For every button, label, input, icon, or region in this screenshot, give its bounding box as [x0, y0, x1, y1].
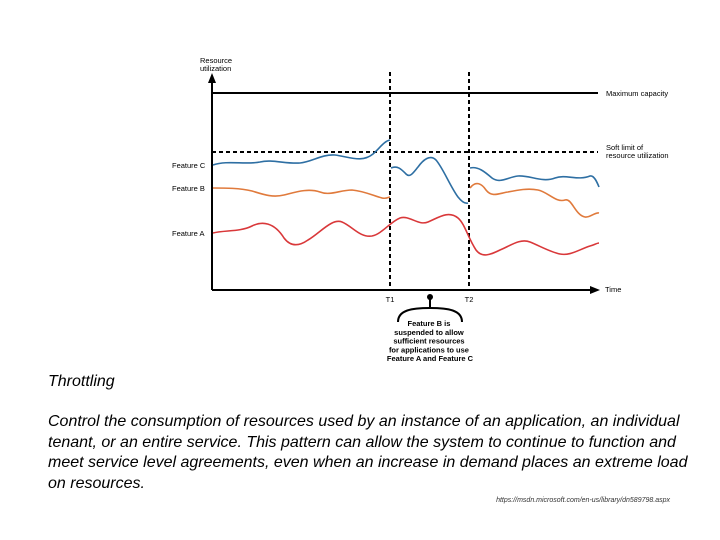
feature-a-curve: [212, 213, 600, 256]
feature-c-curve-t1-t2: [390, 156, 469, 205]
feature-c-curve-before-t1: [212, 139, 391, 166]
y-axis-arrow-icon: [208, 73, 216, 83]
feature-c-label: Feature C: [172, 161, 206, 170]
source-url: https://msdn.microsoft.com/en-us/library…: [496, 497, 670, 504]
y-axis-label: Resource utilization: [200, 56, 234, 73]
x-axis-label: Time: [605, 285, 621, 294]
callout-bracket: [397, 294, 463, 323]
soft-limit-label: Soft limit of resource utilization: [606, 143, 669, 160]
feature-b-curve-before-t1: [212, 187, 391, 200]
t1-label: T1: [386, 295, 395, 304]
feature-b-label: Feature B: [172, 184, 205, 193]
throttling-diagram: Resource utilization Time Maximum capaci…: [172, 56, 669, 363]
t2-label: T2: [465, 295, 474, 304]
slide-body-text: Control the consumption of resources use…: [48, 413, 688, 492]
callout-text: Feature B is suspended to allow sufficie…: [387, 319, 474, 363]
feature-a-label: Feature A: [172, 229, 205, 238]
slide-title: Throttling: [48, 373, 115, 390]
maximum-capacity-label: Maximum capacity: [606, 89, 668, 98]
x-axis-arrow-icon: [590, 286, 600, 294]
feature-c-curve-after-t2: [469, 166, 600, 188]
feature-b-curve-after-t2: [469, 182, 600, 218]
